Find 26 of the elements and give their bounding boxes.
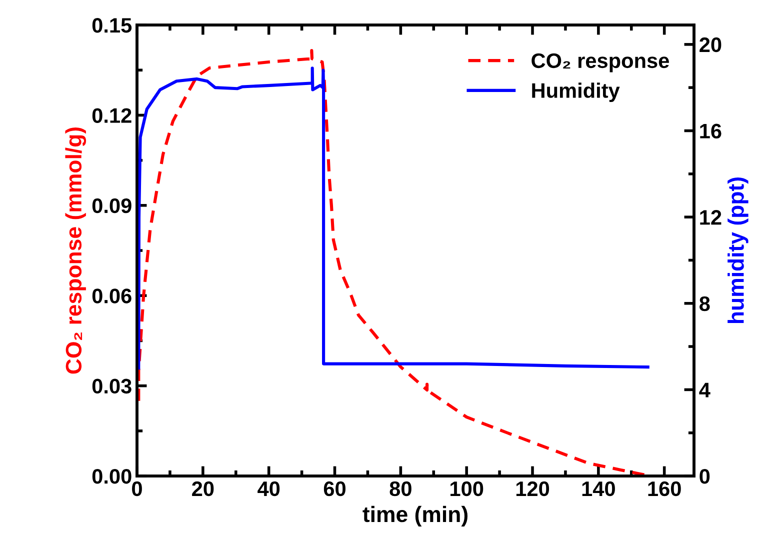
- x-tick-label: 160: [648, 481, 681, 496]
- legend-label: CO₂ response: [532, 53, 669, 72]
- legend-label: Humidity: [532, 82, 620, 102]
- y2-axis-title: humidity (ppt): [728, 178, 748, 323]
- x-tick-label: 40: [258, 481, 280, 496]
- y-tick-label: 0.00: [92, 469, 132, 484]
- y-tick-label: 0.15: [92, 18, 132, 33]
- x-tick-label: 100: [450, 481, 484, 496]
- y2-tick-label: 4: [699, 382, 710, 398]
- y-tick-label: 0.09: [92, 198, 132, 214]
- y-axis-title: CO₂ response (mmol/g): [65, 128, 86, 374]
- x-axis-title: time (min): [362, 506, 468, 527]
- x-tick-label: 80: [390, 481, 412, 496]
- y-tick-label: 0.06: [92, 288, 132, 304]
- x-tick-label: 120: [516, 481, 550, 496]
- y-tick-label: 0.12: [92, 108, 132, 123]
- y2-tick-label: 20: [700, 37, 722, 52]
- y2-tick-label: 12: [700, 210, 722, 225]
- y2-tick-label: 16: [700, 124, 722, 138]
- x-tick-label: 60: [324, 481, 346, 496]
- y-tick-label: 0.03: [92, 378, 132, 394]
- x-tick-label: 140: [582, 481, 615, 496]
- x-tick-label: 20: [192, 481, 214, 496]
- x-tick-label: 0: [132, 481, 142, 496]
- y2-tick-label: 0: [700, 469, 710, 484]
- y2-tick-label: 8: [700, 296, 710, 312]
